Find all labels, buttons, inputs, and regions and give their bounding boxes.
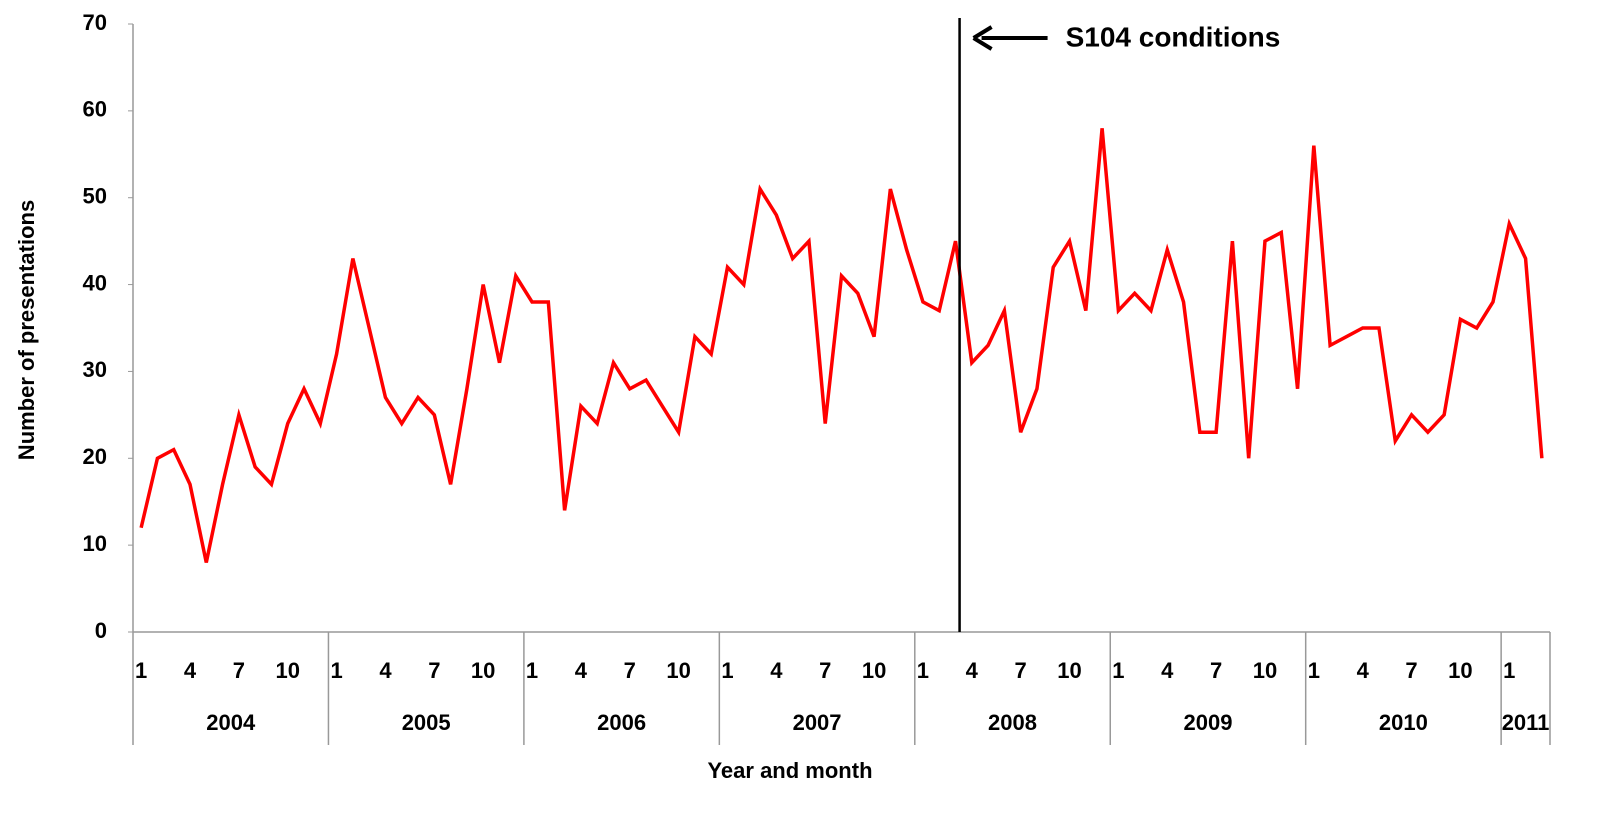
x-tick-label: 4 bbox=[1357, 658, 1370, 683]
x-tick-label: 4 bbox=[184, 658, 197, 683]
x-tick-label: 1 bbox=[1112, 658, 1124, 683]
y-tick-label: 20 bbox=[83, 444, 107, 469]
year-label: 2009 bbox=[1183, 710, 1232, 735]
x-tick-label: 7 bbox=[624, 658, 636, 683]
x-tick-label: 7 bbox=[819, 658, 831, 683]
year-label: 2006 bbox=[597, 710, 646, 735]
x-tick-label: 4 bbox=[966, 658, 979, 683]
x-tick-label: 4 bbox=[1161, 658, 1174, 683]
year-label: 2005 bbox=[402, 710, 451, 735]
x-tick-label: 10 bbox=[1057, 658, 1081, 683]
x-tick-label: 1 bbox=[917, 658, 929, 683]
annotation-text: S104 conditions bbox=[1066, 21, 1281, 52]
x-tick-label: 1 bbox=[135, 658, 147, 683]
x-tick-label: 7 bbox=[1210, 658, 1222, 683]
x-tick-label: 1 bbox=[526, 658, 538, 683]
y-tick-label: 30 bbox=[83, 357, 107, 382]
y-tick-label: 40 bbox=[83, 270, 107, 295]
x-tick-label: 10 bbox=[1253, 658, 1277, 683]
x-tick-label: 4 bbox=[379, 658, 392, 683]
x-tick-label: 4 bbox=[575, 658, 588, 683]
x-tick-label: 1 bbox=[1503, 658, 1515, 683]
x-tick-label: 7 bbox=[1015, 658, 1027, 683]
y-axis-title: Number of presentations bbox=[14, 200, 39, 460]
y-tick-label: 50 bbox=[83, 184, 107, 209]
x-tick-label: 7 bbox=[233, 658, 245, 683]
x-tick-label: 1 bbox=[330, 658, 342, 683]
x-tick-label: 1 bbox=[1308, 658, 1320, 683]
y-tick-label: 70 bbox=[83, 10, 107, 35]
x-tick-label: 7 bbox=[1405, 658, 1417, 683]
x-tick-label: 7 bbox=[428, 658, 440, 683]
year-label: 2004 bbox=[206, 710, 256, 735]
year-label: 2010 bbox=[1379, 710, 1428, 735]
annotation-arrowhead bbox=[972, 25, 993, 51]
x-tick-label: 10 bbox=[1448, 658, 1472, 683]
year-label: 2007 bbox=[793, 710, 842, 735]
data-line bbox=[139, 128, 1544, 563]
x-tick-label: 10 bbox=[666, 658, 690, 683]
x-tick-label: 4 bbox=[770, 658, 783, 683]
year-label: 2011 bbox=[1502, 710, 1550, 735]
x-tick-label: 10 bbox=[862, 658, 886, 683]
y-tick-label: 0 bbox=[95, 618, 107, 643]
y-tick-label: 60 bbox=[83, 97, 107, 122]
x-tick-label: 1 bbox=[721, 658, 733, 683]
x-tick-label: 10 bbox=[471, 658, 495, 683]
y-tick-label: 10 bbox=[83, 531, 107, 556]
year-label: 2008 bbox=[988, 710, 1037, 735]
x-axis-title: Year and month bbox=[707, 758, 872, 783]
x-tick-label: 10 bbox=[275, 658, 299, 683]
